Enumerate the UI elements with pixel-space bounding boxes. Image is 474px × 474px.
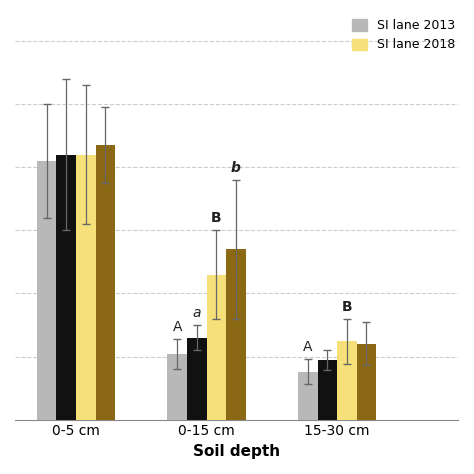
Text: a: a	[192, 306, 201, 320]
Bar	[37, 161, 56, 419]
Bar	[207, 274, 226, 419]
Bar	[167, 354, 187, 419]
Bar	[298, 372, 318, 419]
Bar	[318, 360, 337, 419]
Bar	[337, 341, 357, 419]
Bar	[96, 145, 115, 419]
Text: A: A	[303, 340, 312, 354]
Bar	[357, 344, 376, 419]
Bar	[226, 249, 246, 419]
Text: A: A	[173, 320, 182, 334]
Bar	[56, 155, 76, 419]
Bar	[76, 155, 96, 419]
Text: B: B	[342, 300, 352, 314]
Text: b: b	[231, 161, 241, 175]
Bar	[187, 337, 207, 419]
Legend: SI lane 2013, SI lane 2018: SI lane 2013, SI lane 2018	[347, 14, 461, 56]
X-axis label: Soil depth: Soil depth	[193, 444, 280, 459]
Text: B: B	[211, 211, 222, 225]
